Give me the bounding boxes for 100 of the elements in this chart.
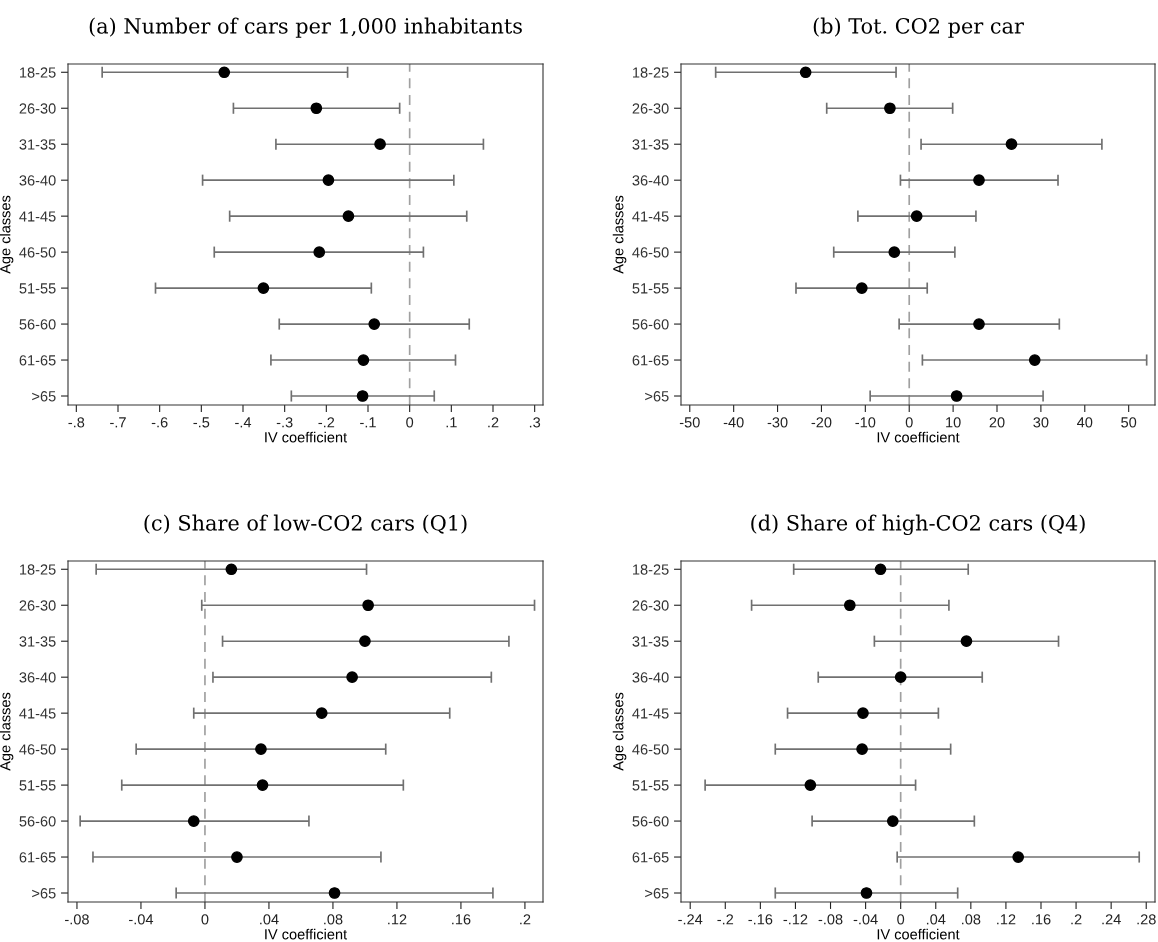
- x-tick-label: -.08: [818, 914, 843, 925]
- x-tick-label: .2: [520, 914, 531, 925]
- x-tick-label: -.8: [68, 417, 85, 428]
- point: [257, 282, 270, 294]
- x-tick-label: .16: [452, 914, 471, 925]
- x-tick-label: -.1: [360, 417, 376, 428]
- point: [888, 246, 901, 258]
- y-axis-title: Age classes: [612, 692, 627, 771]
- y-tick-label: 56-60: [632, 319, 669, 330]
- point: [950, 390, 963, 402]
- y-tick-label: 46-50: [19, 247, 56, 258]
- y-tick-label: 18-25: [633, 564, 669, 575]
- y-tick-label: 31-35: [19, 636, 56, 647]
- x-axis-title: IV coefficient: [265, 431, 348, 443]
- x-tick-label: 20: [989, 417, 1005, 428]
- point: [255, 743, 267, 755]
- y-tick-label: >65: [32, 391, 56, 402]
- y-tick-label: 31-35: [19, 139, 56, 150]
- x-tick-label: -.7: [110, 417, 126, 428]
- y-tick-label: 18-25: [20, 564, 56, 575]
- point: [799, 66, 812, 79]
- y-tick-label: 18-25: [20, 67, 56, 78]
- x-tick-label: .16: [1032, 914, 1051, 925]
- y-tick-label: >65: [645, 391, 669, 402]
- point: [894, 671, 907, 684]
- x-tick-label: .2: [488, 417, 499, 428]
- x-tick-label: -50: [679, 417, 700, 428]
- x-tick-label: -.5: [193, 417, 210, 428]
- y-tick-label: 26-30: [19, 600, 56, 611]
- point: [322, 174, 335, 187]
- x-tick-label: .2: [1071, 914, 1082, 925]
- x-tick-label: .04: [260, 914, 279, 925]
- point: [356, 390, 369, 402]
- y-tick-label: 26-30: [632, 600, 669, 611]
- y-tick-label: 26-30: [19, 103, 56, 114]
- y-tick-label: 31-35: [632, 139, 669, 150]
- point: [973, 318, 985, 330]
- x-tick-label: 10: [946, 417, 961, 428]
- y-tick-label: 61-65: [19, 852, 56, 863]
- x-tick-label: 0: [201, 914, 209, 925]
- y-tick-label: 56-60: [19, 816, 56, 827]
- y-axis-title: Age classes: [0, 195, 14, 274]
- x-tick-label: .08: [324, 914, 343, 925]
- point: [973, 174, 985, 187]
- point: [342, 210, 355, 223]
- y-tick-label: 41-45: [632, 211, 669, 222]
- point: [328, 887, 341, 899]
- x-tick-label: -.6: [151, 417, 168, 428]
- y-tick-label: 61-65: [632, 852, 669, 863]
- y-tick-label: 51-55: [19, 780, 56, 791]
- point: [804, 779, 817, 791]
- x-tick-label: 0: [905, 417, 913, 428]
- y-tick-label: >65: [645, 888, 669, 899]
- x-tick-label: -.08: [65, 914, 89, 925]
- chart-title: (d) Share of high-CO2 cars (Q4): [751, 514, 1085, 536]
- x-tick-label: .3: [529, 417, 541, 428]
- x-tick-label: .28: [1137, 914, 1156, 925]
- point: [843, 599, 856, 612]
- x-tick-label: -.2: [717, 914, 734, 925]
- y-tick-label: 46-50: [632, 247, 669, 258]
- point: [357, 354, 370, 366]
- x-tick-label: .1: [446, 417, 457, 428]
- point: [225, 563, 238, 576]
- y-tick-label: 41-45: [19, 708, 56, 719]
- point: [960, 635, 973, 648]
- point: [218, 66, 231, 79]
- y-tick-label: 56-60: [632, 816, 669, 827]
- x-tick-label: 0: [897, 914, 905, 925]
- x-tick-label: .08: [962, 914, 981, 925]
- y-tick-label: 26-30: [632, 103, 669, 114]
- x-tick-label: 50: [1121, 417, 1137, 428]
- point: [860, 887, 873, 899]
- x-tick-label: -.04: [853, 914, 878, 925]
- x-tick-label: .04: [926, 914, 946, 925]
- y-tick-label: 18-25: [633, 67, 669, 78]
- x-tick-label: -.16: [748, 914, 773, 925]
- point: [1028, 354, 1041, 366]
- point: [857, 707, 869, 720]
- point: [886, 815, 899, 827]
- x-axis-title: IV coefficient: [877, 928, 960, 940]
- point: [346, 671, 358, 684]
- chart-title: (a) Number of cars per 1,000 inhabitants: [89, 17, 522, 38]
- x-tick-label: -10: [855, 417, 876, 428]
- point: [187, 815, 200, 827]
- y-tick-label: 41-45: [19, 211, 56, 222]
- y-tick-label: 46-50: [632, 744, 669, 755]
- point: [884, 102, 896, 115]
- y-tick-label: 56-60: [19, 319, 56, 330]
- x-tick-label: .12: [997, 914, 1016, 925]
- y-tick-label: 36-40: [19, 175, 56, 186]
- chart-title: (b) Tot. CO2 per car: [813, 17, 1024, 38]
- x-tick-label: -20: [811, 417, 832, 428]
- y-tick-label: 36-40: [19, 672, 56, 683]
- point: [1012, 851, 1025, 863]
- point: [1005, 138, 1018, 151]
- x-tick-label: 40: [1077, 417, 1093, 428]
- x-tick-label: -.4: [235, 417, 252, 428]
- y-tick-label: 61-65: [632, 355, 669, 366]
- x-axis-title: IV coefficient: [265, 928, 348, 940]
- point: [310, 102, 323, 115]
